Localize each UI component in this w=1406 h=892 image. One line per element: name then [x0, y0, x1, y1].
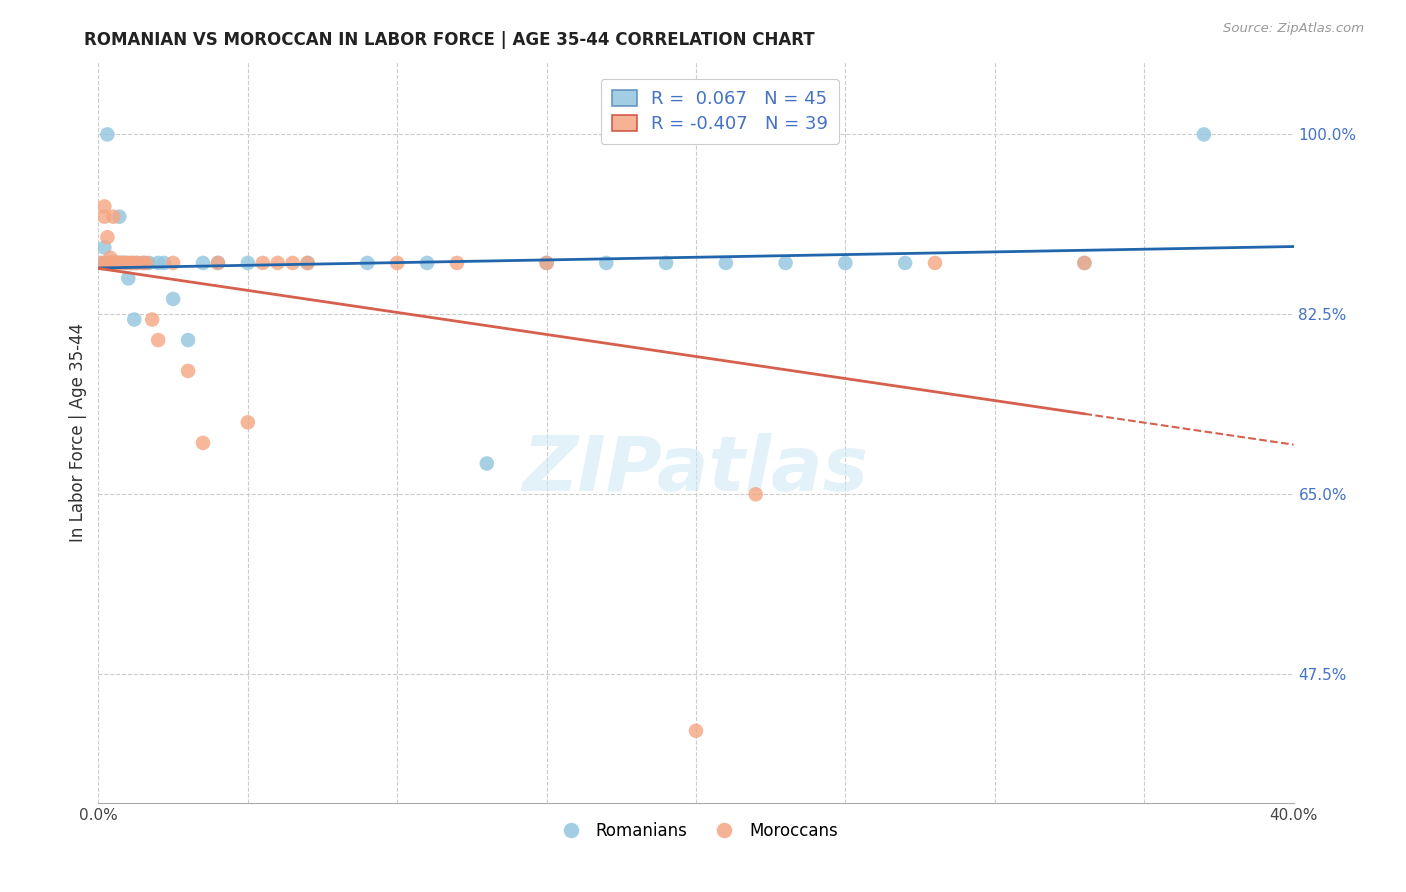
- Point: [207, 256, 229, 270]
- Point: [138, 256, 160, 270]
- Point: [120, 256, 142, 270]
- Point: [108, 210, 131, 224]
- Point: [111, 256, 134, 270]
- Y-axis label: In Labor Force | Age 35-44: In Labor Force | Age 35-44: [69, 323, 87, 542]
- Point: [775, 256, 797, 270]
- Point: [111, 256, 134, 270]
- Point: [124, 256, 146, 270]
- Point: [93, 210, 115, 224]
- Point: [714, 256, 737, 270]
- Point: [685, 723, 707, 738]
- Point: [236, 415, 259, 429]
- Point: [108, 256, 131, 270]
- Text: ZIPatlas: ZIPatlas: [523, 433, 869, 507]
- Point: [475, 457, 498, 471]
- Point: [132, 256, 155, 270]
- Legend: Romanians, Moroccans: Romanians, Moroccans: [547, 815, 845, 847]
- Text: ROMANIAN VS MOROCCAN IN LABOR FORCE | AGE 35-44 CORRELATION CHART: ROMANIAN VS MOROCCAN IN LABOR FORCE | AG…: [84, 31, 815, 49]
- Point: [356, 256, 378, 270]
- Point: [90, 256, 112, 270]
- Point: [96, 128, 118, 142]
- Point: [127, 256, 149, 270]
- Point: [120, 256, 142, 270]
- Point: [108, 256, 131, 270]
- Point: [96, 230, 118, 244]
- Point: [105, 256, 128, 270]
- Point: [117, 271, 139, 285]
- Point: [93, 199, 115, 213]
- Point: [536, 256, 558, 270]
- Point: [103, 256, 125, 270]
- Point: [162, 256, 184, 270]
- Point: [446, 256, 468, 270]
- Point: [98, 256, 122, 270]
- Point: [105, 256, 128, 270]
- Point: [297, 256, 319, 270]
- Point: [111, 256, 134, 270]
- Point: [96, 256, 118, 270]
- Point: [98, 256, 122, 270]
- Point: [416, 256, 439, 270]
- Point: [103, 256, 125, 270]
- Point: [105, 256, 128, 270]
- Point: [117, 256, 139, 270]
- Point: [745, 487, 768, 501]
- Point: [141, 312, 163, 326]
- Point: [124, 312, 146, 326]
- Point: [297, 256, 319, 270]
- Point: [93, 256, 115, 270]
- Point: [595, 256, 617, 270]
- Point: [103, 256, 125, 270]
- Point: [236, 256, 259, 270]
- Point: [267, 256, 290, 270]
- Point: [103, 256, 125, 270]
- Point: [114, 256, 136, 270]
- Point: [1073, 256, 1095, 270]
- Point: [132, 256, 155, 270]
- Point: [1073, 256, 1095, 270]
- Point: [177, 333, 200, 347]
- Point: [108, 256, 131, 270]
- Point: [207, 256, 229, 270]
- Point: [894, 256, 917, 270]
- Point: [148, 256, 170, 270]
- Point: [98, 256, 122, 270]
- Point: [103, 210, 125, 224]
- Point: [834, 256, 856, 270]
- Point: [1192, 128, 1215, 142]
- Point: [105, 256, 128, 270]
- Text: Source: ZipAtlas.com: Source: ZipAtlas.com: [1223, 22, 1364, 36]
- Point: [191, 436, 214, 450]
- Point: [148, 333, 170, 347]
- Point: [252, 256, 274, 270]
- Point: [655, 256, 678, 270]
- Point: [135, 256, 157, 270]
- Point: [281, 256, 304, 270]
- Point: [90, 256, 112, 270]
- Point: [127, 256, 149, 270]
- Point: [96, 256, 118, 270]
- Point: [114, 256, 136, 270]
- Point: [153, 256, 176, 270]
- Point: [536, 256, 558, 270]
- Point: [114, 256, 136, 270]
- Point: [177, 364, 200, 378]
- Point: [191, 256, 214, 270]
- Point: [162, 292, 184, 306]
- Point: [924, 256, 946, 270]
- Point: [385, 256, 409, 270]
- Point: [96, 256, 118, 270]
- Point: [93, 240, 115, 254]
- Point: [98, 251, 122, 265]
